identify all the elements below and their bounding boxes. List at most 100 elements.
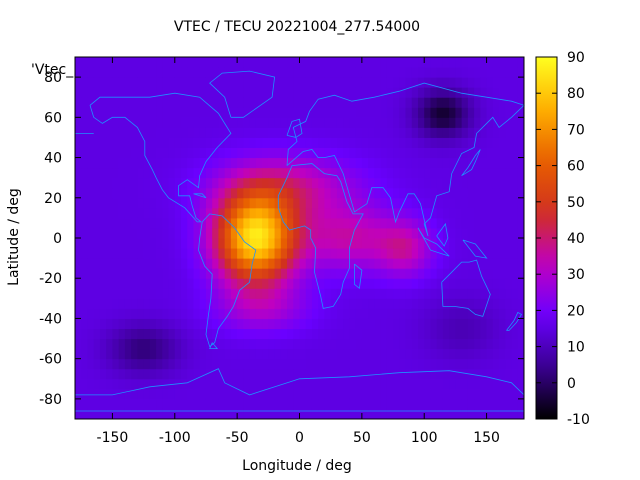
- heatmap-cell: [149, 167, 157, 179]
- heatmap-cell: [399, 167, 407, 179]
- heatmap-cell: [436, 137, 444, 148]
- heatmap-cell: [81, 278, 88, 289]
- heatmap-cell: [287, 318, 294, 329]
- heatmap-cell: [205, 278, 213, 289]
- heatmap-cell: [517, 308, 525, 319]
- heatmap-cell: [106, 328, 113, 340]
- heatmap-cell: [480, 288, 488, 299]
- heatmap-cell: [87, 398, 95, 410]
- heatmap-cell: [293, 117, 300, 128]
- heatmap-cell: [162, 408, 170, 420]
- heatmap-cell: [318, 197, 325, 209]
- heatmap-cell: [287, 408, 294, 420]
- heatmap-cell: [181, 388, 188, 400]
- heatmap-cell: [237, 217, 244, 229]
- heatmap-cell: [386, 227, 394, 239]
- heatmap-cell: [311, 238, 319, 249]
- heatmap-cell: [268, 197, 276, 209]
- heatmap-cell: [149, 338, 157, 350]
- heatmap-cell: [380, 398, 388, 410]
- heatmap-cell: [230, 308, 238, 319]
- heatmap-cell: [293, 238, 300, 249]
- heatmap-cell: [280, 268, 288, 279]
- heatmap-cell: [81, 217, 88, 229]
- heatmap-cell: [131, 107, 138, 118]
- heatmap-cell: [368, 278, 375, 289]
- heatmap-cell: [393, 117, 400, 128]
- heatmap-cell: [143, 167, 151, 179]
- heatmap-cell: [480, 368, 488, 380]
- heatmap-cell: [474, 67, 481, 78]
- heatmap-cell: [486, 167, 494, 179]
- heatmap-cell: [143, 248, 151, 259]
- heatmap-cell: [162, 288, 170, 299]
- heatmap-cell: [505, 147, 513, 159]
- heatmap-cell: [205, 338, 213, 350]
- heatmap-cell: [243, 187, 251, 199]
- heatmap-cell: [430, 187, 438, 199]
- heatmap-cell: [293, 248, 300, 259]
- heatmap-cell: [349, 147, 357, 159]
- heatmap-cell: [255, 57, 263, 68]
- heatmap-cell: [467, 137, 475, 148]
- heatmap-cell: [505, 268, 513, 279]
- heatmap-cell: [274, 288, 282, 299]
- heatmap-cell: [249, 348, 257, 360]
- heatmap-cell: [143, 107, 151, 118]
- heatmap-cell: [299, 177, 307, 189]
- heatmap-cell: [93, 248, 101, 259]
- heatmap-cell: [411, 107, 419, 118]
- heatmap-cell: [442, 217, 450, 229]
- heatmap-cell: [386, 67, 394, 78]
- heatmap-cell: [193, 258, 201, 269]
- heatmap-cell: [187, 238, 194, 249]
- heatmap-cell: [486, 408, 494, 420]
- heatmap-cell: [299, 238, 307, 249]
- heatmap-cell: [499, 57, 506, 68]
- heatmap-cell: [87, 368, 95, 380]
- heatmap-cell: [187, 227, 194, 239]
- heatmap-cell: [243, 398, 251, 410]
- heatmap-cell: [112, 147, 120, 159]
- heatmap-cell: [174, 97, 182, 108]
- heatmap-cell: [93, 358, 101, 370]
- heatmap-cell: [480, 77, 488, 88]
- heatmap-cell: [336, 137, 344, 148]
- heatmap-cell: [174, 348, 182, 360]
- heatmap-cell: [187, 117, 194, 128]
- heatmap-cell: [318, 117, 325, 128]
- heatmap-cell: [287, 217, 294, 229]
- heatmap-cell: [156, 348, 163, 360]
- heatmap-cell: [399, 288, 407, 299]
- heatmap-cell: [124, 137, 132, 148]
- heatmap-cell: [218, 388, 226, 400]
- heatmap-cell: [280, 77, 288, 88]
- heatmap-cell: [162, 248, 170, 259]
- heatmap-cell: [168, 107, 176, 118]
- heatmap-cell: [399, 57, 407, 68]
- heatmap-cell: [492, 278, 500, 289]
- heatmap-cell: [280, 107, 288, 118]
- heatmap-cell: [324, 207, 332, 219]
- heatmap-cell: [517, 358, 525, 370]
- heatmap-cell: [449, 408, 456, 420]
- heatmap-cell: [461, 57, 469, 68]
- heatmap-cell: [411, 358, 419, 370]
- heatmap-cell: [280, 127, 288, 138]
- heatmap-cell: [299, 388, 307, 400]
- y-tick-label: 80: [44, 70, 62, 86]
- heatmap-cell: [124, 278, 132, 289]
- heatmap-cell: [199, 97, 207, 108]
- heatmap-cell: [75, 348, 82, 360]
- heatmap-cell: [205, 217, 213, 229]
- heatmap-cell: [343, 57, 350, 68]
- heatmap-cell: [243, 408, 251, 420]
- heatmap-cell: [467, 288, 475, 299]
- heatmap-cell: [311, 167, 319, 179]
- heatmap-cell: [474, 167, 481, 179]
- heatmap-cell: [93, 278, 101, 289]
- heatmap-cell: [511, 187, 519, 199]
- heatmap-cell: [305, 248, 313, 259]
- heatmap-cell: [361, 117, 369, 128]
- heatmap-cell: [255, 318, 263, 329]
